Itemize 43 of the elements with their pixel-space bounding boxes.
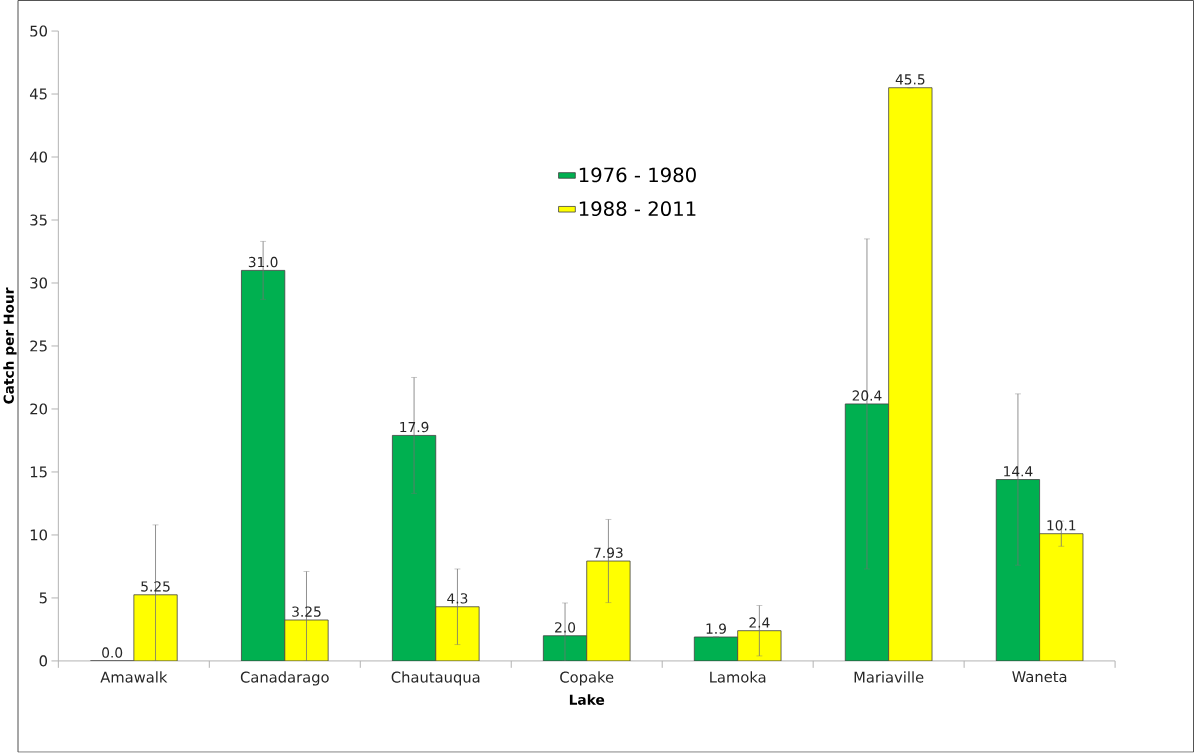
legend-label: 1988 - 2011 (579, 201, 696, 217)
data-label: 4.3 (447, 593, 468, 604)
data-label: 45.5 (895, 74, 925, 85)
y-tick-label: 20 (30, 403, 47, 415)
y-tick-label: 30 (30, 277, 47, 289)
y-tick-label: 5 (39, 592, 47, 604)
bar (391, 435, 437, 662)
bar (888, 87, 933, 662)
bar (1039, 533, 1084, 662)
y-tick-label: 45 (29, 88, 47, 100)
x-axis-title: Lake (569, 694, 605, 706)
bar (693, 636, 739, 662)
data-label: 20.4 (852, 390, 882, 401)
y-tick-label: 15 (30, 466, 47, 478)
data-label: 2.0 (555, 622, 576, 633)
data-label: 1.9 (706, 623, 726, 635)
data-label: 2.4 (749, 617, 770, 628)
data-label: 17.9 (400, 422, 429, 433)
data-label: 10.1 (1047, 520, 1076, 531)
x-tick-label: Chautauqua (391, 671, 480, 686)
y-tick-label: 10 (30, 529, 47, 541)
data-label: 14.4 (1004, 466, 1033, 477)
data-label: 7.93 (594, 547, 623, 559)
x-tick-label: Mariaville (854, 671, 924, 683)
x-tick-label: Copake (560, 671, 614, 686)
data-label: 3.25 (292, 606, 321, 618)
data-label: 5.25 (141, 581, 170, 592)
y-tick-label: 40 (29, 151, 47, 163)
bar (241, 270, 286, 662)
data-label: 0.0 (102, 647, 123, 658)
x-tick-label: Amawalk (100, 671, 168, 683)
x-tick-label: Canadarago (240, 671, 329, 686)
bar (995, 479, 1041, 662)
data-label: 31.0 (248, 257, 278, 268)
x-tick-label: Waneta (1012, 671, 1067, 683)
y-tick-label: 50 (30, 25, 47, 37)
y-tick-label: 35 (30, 214, 47, 226)
y-tick-label: 25 (30, 340, 47, 352)
y-axis-title: Catch per Hour (3, 287, 17, 404)
x-tick-label: Lamoka (710, 671, 766, 683)
y-tick-label: 0 (39, 655, 48, 667)
legend-label: 1976 - 1980 (579, 167, 696, 183)
bar (586, 560, 631, 662)
